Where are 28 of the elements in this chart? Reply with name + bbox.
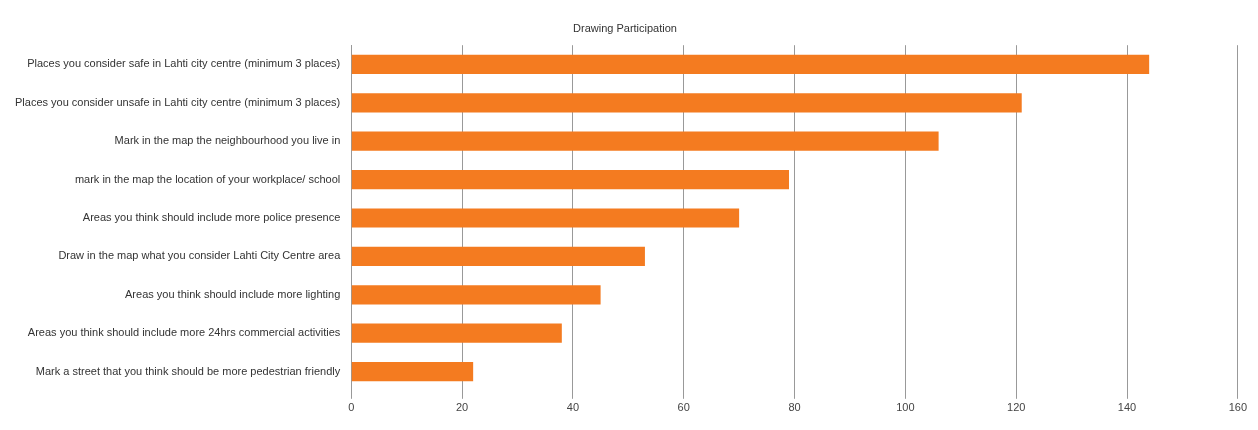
bar bbox=[351, 93, 1022, 113]
chart-title: Drawing Participation bbox=[573, 21, 677, 34]
y-tick-label: Areas you think should include more police presence bbox=[82, 211, 341, 224]
y-tick-label: Mark in the map the neighbourhood you live in bbox=[114, 134, 341, 147]
bar bbox=[351, 170, 789, 190]
x-tick-label: 0 bbox=[348, 401, 355, 414]
x-tick-label: 140 bbox=[1117, 401, 1137, 414]
y-tick-label: Places you consider safe in Lahti city centre (minimum 3 places) bbox=[27, 57, 341, 70]
y-tick-label: mark in the map the location of your workplace/ school bbox=[74, 172, 341, 185]
bar bbox=[351, 54, 1150, 74]
y-tick-label: Draw in the map what you consider Lahti City Centre area bbox=[58, 249, 342, 262]
bar bbox=[351, 285, 601, 305]
bar bbox=[351, 362, 474, 382]
x-tick-label: 40 bbox=[566, 401, 580, 414]
y-tick-label: Places you consider unsafe in Lahti city centre (minimum 3 places) bbox=[14, 95, 341, 108]
x-tick-label: 60 bbox=[677, 401, 690, 414]
bar bbox=[351, 208, 740, 228]
x-tick-label: 120 bbox=[1007, 401, 1026, 414]
bar bbox=[351, 131, 939, 151]
x-tick-label: 100 bbox=[896, 401, 915, 414]
x-tick-label: 160 bbox=[1228, 401, 1247, 414]
y-tick-label: Areas you think should include more 24hrs commercial activities bbox=[27, 326, 341, 339]
y-tick-label: Mark a street that you think should be more pedestrian friendly bbox=[35, 364, 341, 377]
y-tick-label: Areas you think should include more lighting bbox=[125, 287, 341, 300]
x-tick-label: 80 bbox=[788, 401, 801, 414]
x-tick-label: 20 bbox=[455, 401, 469, 414]
bar bbox=[351, 246, 645, 266]
bar bbox=[351, 323, 562, 343]
